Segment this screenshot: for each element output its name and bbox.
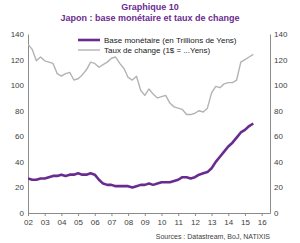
tick-label: 140: [274, 30, 288, 39]
tick: 10: [158, 213, 167, 227]
tick-label: 60: [15, 132, 24, 141]
tick: 15: [241, 213, 250, 227]
axis-line: [270, 35, 271, 214]
tick-label: 40: [274, 158, 283, 167]
tick-mark: [111, 213, 112, 216]
tick-label: 04: [57, 218, 66, 227]
tick: 40: [270, 158, 283, 167]
tick-label: 80: [15, 107, 24, 116]
series-line: [28, 44, 253, 114]
tick-label: 60: [274, 132, 283, 141]
tick-label: 12: [191, 218, 200, 227]
tick: 120: [11, 56, 28, 65]
tick: 0: [270, 209, 279, 218]
tick-label: 06: [91, 218, 100, 227]
tick-label: 120: [11, 56, 25, 65]
tick: 20: [15, 183, 28, 192]
legend-label: Base monétaire (en Trillions de Yens): [104, 36, 237, 45]
tick-mark: [95, 213, 96, 216]
tick: 14: [224, 213, 233, 227]
tick: 60: [15, 132, 28, 141]
tick-mark: [128, 213, 129, 216]
tick-mark: [162, 213, 163, 216]
tick-label: 11: [175, 218, 184, 227]
tick: 140: [11, 30, 28, 39]
tick-label: 13: [208, 218, 217, 227]
legend-swatch: [78, 39, 100, 42]
tick-mark: [262, 213, 263, 216]
tick-label: 03: [41, 218, 50, 227]
tick-label: 09: [141, 218, 150, 227]
tick-label: 140: [11, 30, 25, 39]
tick-label: 07: [107, 218, 116, 227]
tick: 08: [124, 213, 133, 227]
tick: 80: [270, 107, 283, 116]
tick-label: 16: [258, 218, 267, 227]
tick: 12: [191, 213, 200, 227]
tick: 100: [11, 81, 28, 90]
tick-mark: [178, 213, 179, 216]
tick: 09: [141, 213, 150, 227]
tick-mark: [61, 213, 62, 216]
tick-mark: [245, 213, 246, 216]
tick-label: 0: [20, 209, 25, 218]
tick: 03: [41, 213, 50, 227]
tick-mark: [78, 213, 79, 216]
tick-mark: [195, 213, 196, 216]
source: Sources : Datastream, BoJ, NATIXIS: [156, 233, 271, 240]
chart-container: Graphique 10Japon : base monétaire et ta…: [0, 0, 300, 243]
chart-svg: Graphique 10Japon : base monétaire et ta…: [0, 0, 300, 243]
axis-line: [28, 35, 29, 214]
tick: 11: [175, 213, 184, 227]
tick-label: 40: [15, 158, 24, 167]
y-axis: 0 20 40 60 80 100 120 140: [11, 30, 29, 218]
tick-label: 120: [274, 56, 288, 65]
tick-mark: [145, 213, 146, 216]
tick-label: 08: [124, 218, 133, 227]
legend-label: Taux de change (1$ = ...Yens): [104, 46, 211, 55]
tick: 80: [15, 107, 28, 116]
tick: 04: [57, 213, 66, 227]
tick: 60: [270, 132, 283, 141]
tick: 40: [15, 158, 28, 167]
title: Graphique 10: [121, 2, 179, 12]
tick: 20: [270, 183, 283, 192]
tick: 16: [258, 213, 267, 227]
tick-label: 20: [15, 183, 24, 192]
tick-label: 100: [11, 81, 25, 90]
tick-mark: [45, 213, 46, 216]
tick-label: 100: [274, 81, 288, 90]
legend-swatch: [78, 49, 100, 50]
x-axis: 02 03 04 05 06 07 08 09 10 11 12 13 14 15 16: [24, 213, 270, 227]
tick-label: 10: [158, 218, 167, 227]
tick: 140: [270, 30, 288, 39]
tick-label: 02: [24, 218, 33, 227]
tick-label: 15: [241, 218, 250, 227]
tick: 05: [74, 213, 83, 227]
tick-label: 80: [274, 107, 283, 116]
tick-label: 05: [74, 218, 83, 227]
tick: 06: [91, 213, 100, 227]
tick: 13: [208, 213, 217, 227]
tick: 100: [270, 81, 288, 90]
tick-label: 14: [224, 218, 233, 227]
tick: 0: [20, 209, 28, 218]
subtitle: Japon : base monétaire et taux de change: [60, 13, 239, 23]
tick-mark: [228, 213, 229, 216]
series-line: [28, 124, 253, 188]
legend: Base monétaire (en Trillions de Yens)Tau…: [78, 36, 237, 55]
plot-area: [28, 44, 253, 187]
tick: 07: [107, 213, 116, 227]
tick-mark: [212, 213, 213, 216]
tick-label: 20: [274, 183, 283, 192]
axis-line: [29, 213, 271, 214]
tick: 120: [270, 56, 288, 65]
y2-axis: 0 20 40 60 80 100 120 140: [270, 30, 288, 218]
tick: 02: [24, 213, 33, 227]
tick-label: 0: [274, 209, 279, 218]
